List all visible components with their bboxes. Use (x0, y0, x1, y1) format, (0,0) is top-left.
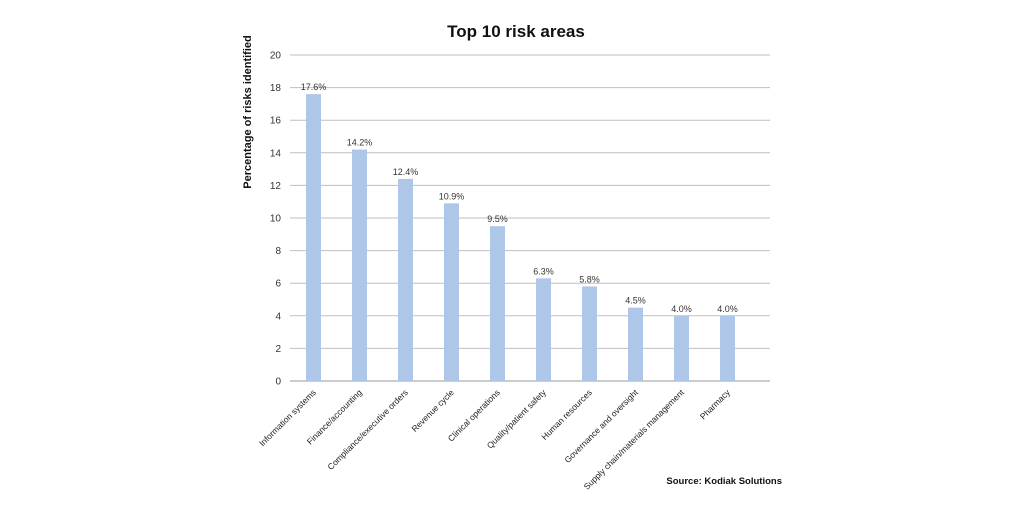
data-label: 12.4% (393, 167, 419, 177)
y-axis-label: Percentage of risks identified (242, 35, 254, 188)
data-label: 17.6% (301, 82, 327, 92)
category-label: Governance and oversight (562, 387, 640, 465)
data-label: 4.0% (717, 304, 738, 314)
bars (306, 94, 735, 382)
y-tick-label: 2 (275, 344, 281, 355)
y-tick-label: 12 (270, 181, 282, 192)
y-tick-label: 10 (270, 214, 282, 225)
chart-title: Top 10 risk areas (447, 22, 585, 41)
y-tick-label: 14 (270, 148, 282, 159)
y-tick-labels: 0 2 4 6 8 10 12 14 16 18 20 (270, 51, 282, 388)
data-label: 5.8% (579, 274, 600, 284)
bar (536, 278, 551, 381)
data-label: 9.5% (487, 214, 508, 224)
data-label: 14.2% (347, 138, 373, 148)
data-label: 4.0% (671, 304, 692, 314)
y-tick-label: 0 (275, 377, 281, 388)
data-labels: 17.6% 14.2% 12.4% 10.9% 9.5% 6.3% 5.8% 4.5% 4.0%… (301, 82, 738, 314)
bar (628, 307, 643, 381)
bar (444, 203, 459, 381)
y-tick-label: 6 (275, 279, 281, 290)
data-label: 10.9% (439, 191, 465, 201)
y-tick-label: 18 (270, 83, 282, 94)
bar (720, 315, 735, 381)
bar (582, 286, 597, 381)
gridlines (290, 54, 770, 382)
bar (306, 94, 321, 382)
y-tick-label: 16 (270, 116, 282, 127)
category-labels: Information systemsFinance/accountingCom… (257, 387, 732, 492)
bar (398, 178, 413, 381)
bar (674, 315, 689, 381)
category-label: Pharmacy (698, 387, 733, 422)
category-label: Revenue cycle (409, 387, 456, 434)
source-note: Source: Kodiak Solutions (666, 476, 782, 487)
bar (490, 226, 505, 381)
data-label: 6.3% (533, 266, 554, 276)
data-label: 4.5% (625, 296, 646, 306)
y-tick-label: 4 (275, 311, 281, 322)
y-tick-label: 20 (270, 51, 282, 62)
y-tick-label: 8 (275, 246, 281, 257)
category-label: Compliance/executive orders (325, 387, 410, 472)
bar (352, 149, 367, 381)
